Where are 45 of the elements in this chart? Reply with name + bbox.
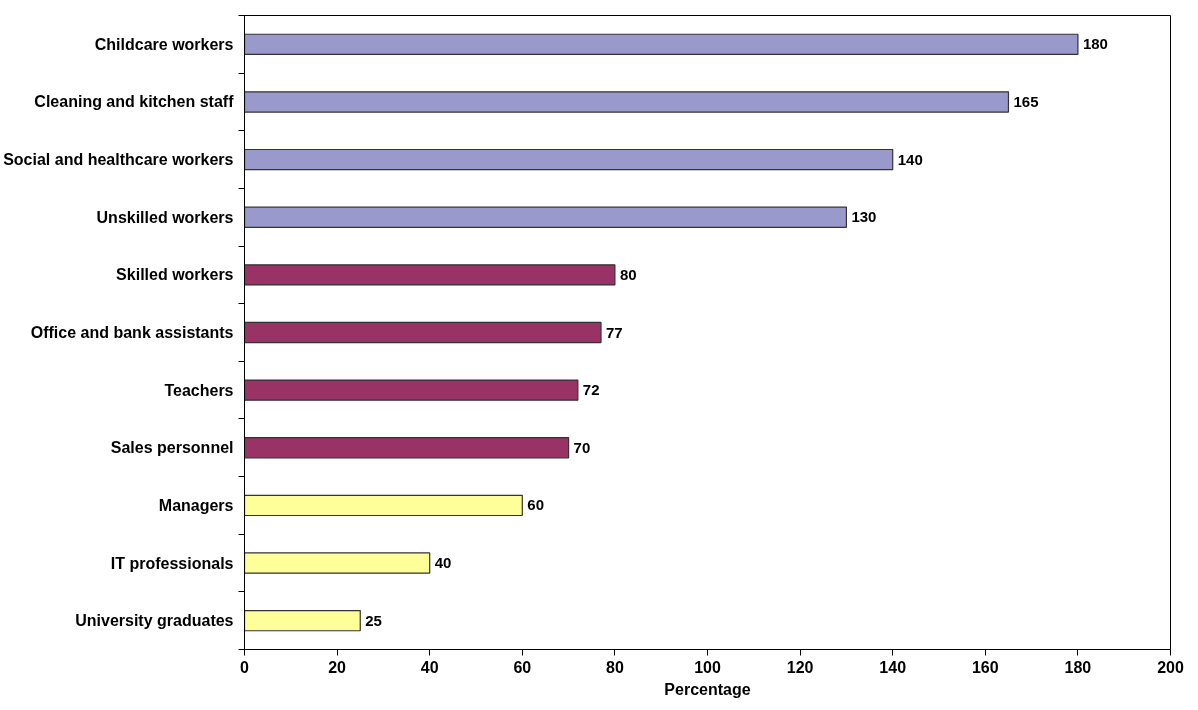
y-tick-label: Cleaning and kitchen staff xyxy=(34,93,235,111)
y-tick-label: Childcare workers xyxy=(94,35,234,53)
y-tick-label: Unskilled workers xyxy=(96,208,234,226)
bar xyxy=(244,552,431,574)
y-tick-label: Skilled workers xyxy=(116,266,234,284)
bar xyxy=(244,206,847,228)
data-label: 180 xyxy=(1082,35,1108,53)
x-tick-label: 180 xyxy=(1064,658,1092,676)
x-tick-label: 60 xyxy=(513,658,532,676)
data-label: 40 xyxy=(434,554,452,572)
bar xyxy=(244,148,894,171)
data-label: 72 xyxy=(582,381,600,399)
data-label: 77 xyxy=(606,323,623,341)
bar xyxy=(244,264,616,286)
x-tick-label: 140 xyxy=(879,658,907,676)
data-label: 60 xyxy=(527,496,544,514)
data-label: 25 xyxy=(365,611,382,629)
y-tick-label: Teachers xyxy=(164,381,234,399)
x-tick-label: 200 xyxy=(1157,658,1184,676)
x-tick-label: 120 xyxy=(786,658,814,676)
y-tick-label: Managers xyxy=(158,496,234,514)
data-label: 70 xyxy=(573,438,591,456)
bar xyxy=(244,91,1010,113)
bar xyxy=(244,437,570,459)
bar xyxy=(244,494,523,517)
data-label: 130 xyxy=(851,208,877,226)
y-tick-label: Social and healthcare workers xyxy=(3,151,234,169)
x-axis-title: Percentage xyxy=(664,680,751,698)
x-tick-label: 80 xyxy=(606,658,624,676)
y-tick-label: Office and bank assistants xyxy=(30,324,234,341)
x-tick-label: 40 xyxy=(420,658,439,676)
data-label: 165 xyxy=(1013,92,1039,110)
data-label: 80 xyxy=(619,265,637,283)
x-tick-label: 160 xyxy=(971,658,999,676)
x-tick-label: 100 xyxy=(694,658,721,676)
y-tick-label: IT professionals xyxy=(110,554,234,572)
data-label: 140 xyxy=(897,150,923,168)
x-tick-label: 0 xyxy=(240,658,250,676)
bar xyxy=(244,610,361,632)
y-tick-label: Sales personnel xyxy=(110,439,234,457)
y-tick-label: University graduates xyxy=(75,612,234,630)
bar xyxy=(244,33,1079,55)
x-tick-label: 20 xyxy=(328,658,347,676)
bar xyxy=(244,379,579,401)
bar xyxy=(244,321,602,344)
